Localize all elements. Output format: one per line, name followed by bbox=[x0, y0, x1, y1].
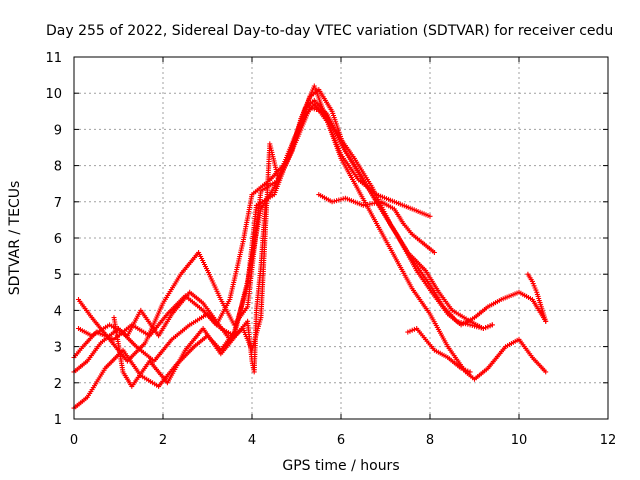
data-series bbox=[71, 83, 549, 411]
x-tick-label: 0 bbox=[70, 433, 78, 448]
series-line bbox=[73, 103, 547, 409]
x-tick-label: 4 bbox=[248, 433, 256, 448]
series-markers bbox=[71, 101, 549, 411]
x-tick-label: 10 bbox=[511, 433, 528, 448]
series-pass-6 bbox=[111, 202, 268, 389]
series-pass-7 bbox=[316, 192, 437, 255]
x-tick-label: 2 bbox=[159, 433, 167, 448]
y-tick-label: 6 bbox=[54, 232, 62, 247]
y-axis-ticks: 1 2 3 4 5 6 7 8 9 10 11 bbox=[45, 51, 608, 428]
series-markers bbox=[316, 192, 437, 255]
y-tick-label: 4 bbox=[54, 304, 62, 319]
y-tick-label: 2 bbox=[54, 377, 62, 392]
y-tick-label: 1 bbox=[54, 413, 62, 428]
y-tick-label: 11 bbox=[45, 51, 62, 66]
series-pass-4 bbox=[76, 105, 495, 364]
series-markers bbox=[111, 202, 268, 389]
y-tick-label: 5 bbox=[54, 268, 62, 283]
chart-title: Day 255 of 2022, Sidereal Day-to-day VTE… bbox=[46, 23, 613, 39]
series-line bbox=[73, 88, 547, 373]
series-pass-5 bbox=[76, 83, 433, 353]
series-pass-8 bbox=[405, 326, 473, 375]
y-tick-label: 8 bbox=[54, 160, 62, 175]
series-pass-3 bbox=[71, 101, 549, 411]
y-axis-title: SDTVAR / TECUs bbox=[7, 181, 23, 296]
y-tick-label: 3 bbox=[54, 341, 62, 356]
series-pass-9 bbox=[525, 271, 549, 324]
x-tick-label: 12 bbox=[600, 433, 617, 448]
x-tick-label: 8 bbox=[426, 433, 434, 448]
x-axis-ticks: 0 2 4 6 8 10 12 bbox=[70, 57, 616, 448]
series-markers bbox=[76, 105, 495, 364]
y-tick-label: 7 bbox=[54, 196, 62, 211]
series-markers bbox=[405, 326, 473, 375]
y-tick-label: 10 bbox=[45, 87, 62, 102]
y-tick-label: 9 bbox=[54, 123, 62, 138]
x-tick-label: 6 bbox=[337, 433, 345, 448]
series-markers bbox=[525, 271, 549, 324]
x-axis-title: GPS time / hours bbox=[282, 458, 399, 474]
